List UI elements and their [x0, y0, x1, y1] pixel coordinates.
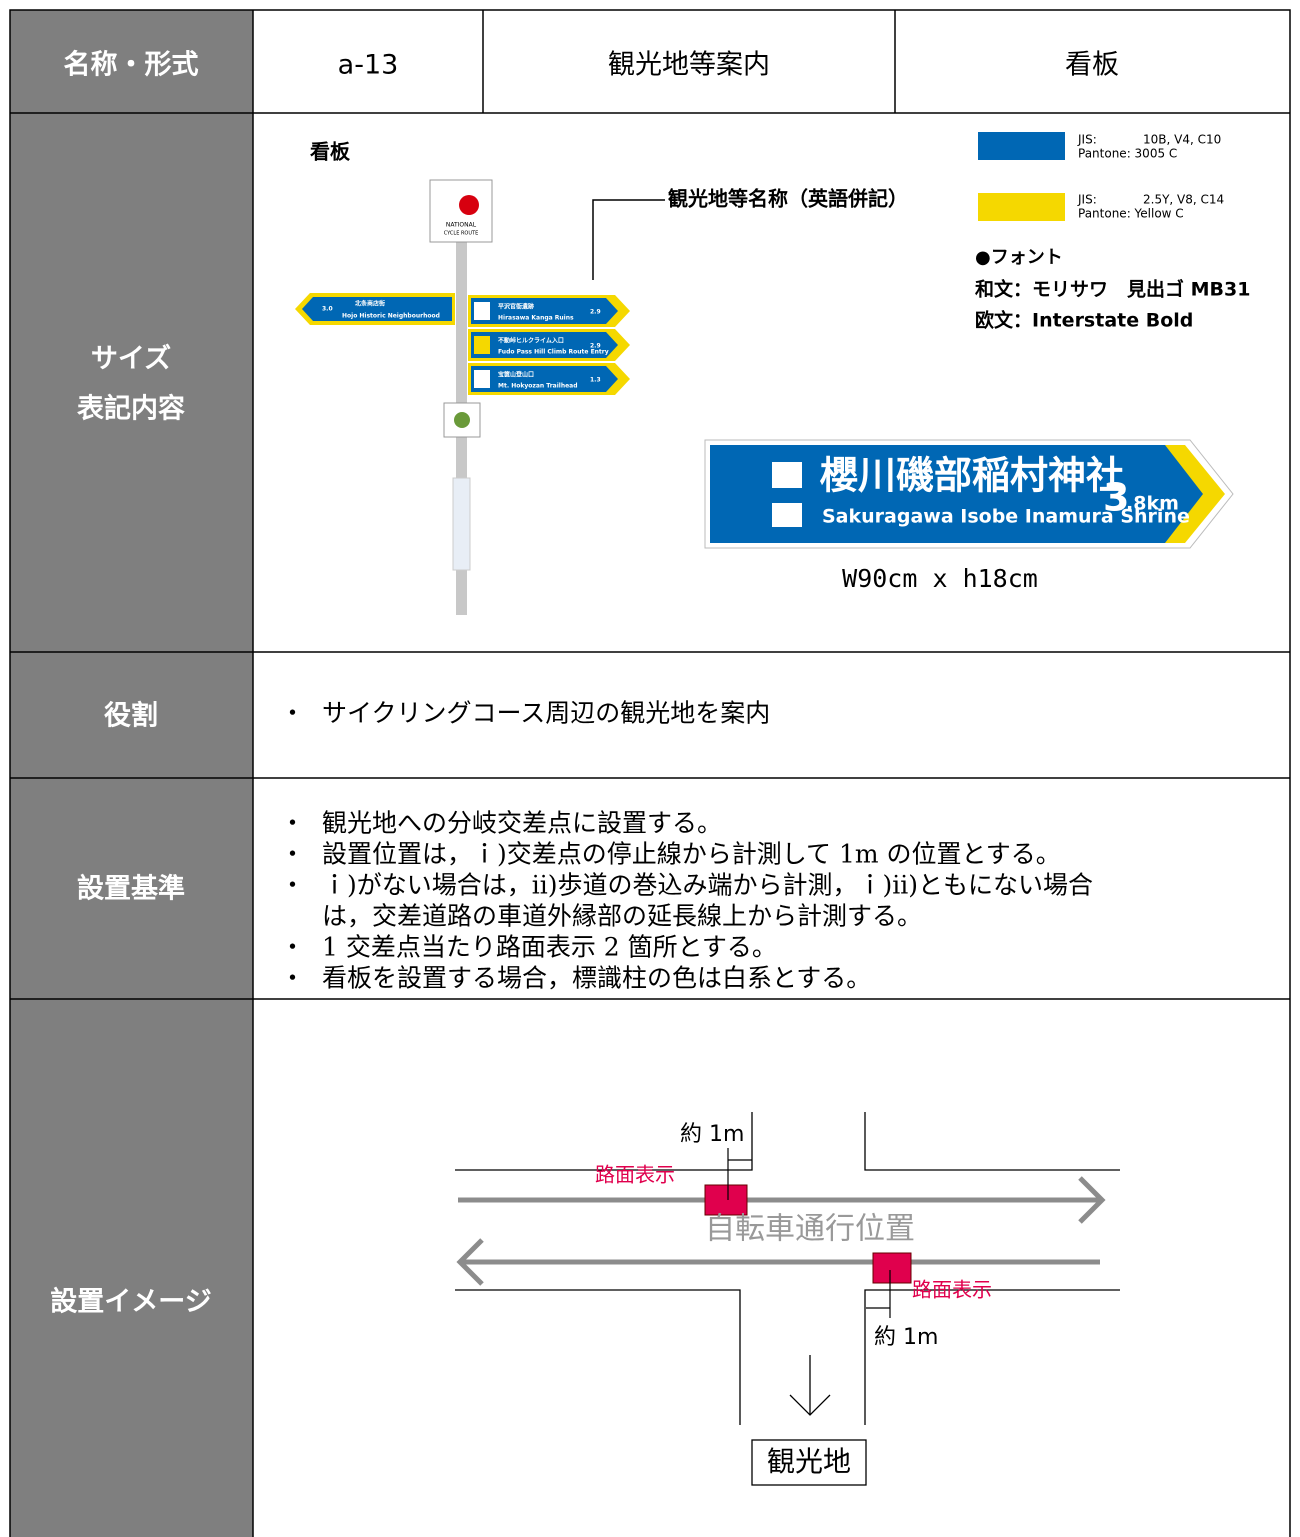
logo-text: NATIONAL [446, 222, 477, 229]
sign-name: 北条商店街 [355, 300, 385, 308]
logo [459, 195, 479, 215]
sign-distance: 2.9 [590, 343, 601, 350]
sign-detail: 櫻川磯部稲村神社 Sakuragawa Isobe Inamura Shrine… [704, 439, 1234, 549]
road-edge [455, 1112, 753, 1171]
pantone: Pantone: 3005 C [1078, 147, 1177, 161]
jis-label: JIS: [1077, 193, 1097, 207]
jis: 2.5Y, V8, C14 [1143, 193, 1224, 207]
label-bg [10, 10, 253, 1537]
category: 観光地等案内 [608, 50, 770, 81]
sign-name-en: Mt. Hokyozan Trailhead [498, 383, 578, 390]
road-marking [704, 1184, 748, 1216]
row-label: 役割 [104, 700, 158, 732]
arrow-head [456, 1238, 484, 1286]
marking-label: 路面表示 [912, 1278, 992, 1302]
jis-label: JIS: [1077, 133, 1097, 147]
marking-label: 路面表示 [595, 1163, 675, 1187]
dimension [727, 1148, 891, 1318]
down-arrow [789, 1355, 831, 1416]
row-label: 表記内容 [77, 393, 185, 425]
destination: 観光地 [767, 1445, 851, 1478]
pantone: Pantone: Yellow C [1078, 207, 1184, 221]
icon [474, 336, 490, 354]
road [455, 1112, 1120, 1425]
sign-distance: 1.3 [590, 377, 601, 384]
icon [474, 302, 490, 320]
sign-distance: .8km [1126, 493, 1179, 515]
sign-distance: 3.0 [322, 306, 333, 313]
road-edge [864, 1112, 1120, 1171]
caption: 看板 [310, 140, 351, 164]
sign-distance: 3 [1103, 476, 1129, 520]
distance: 約 1m [680, 1122, 744, 1147]
pole-illustration: NATIONAL CYCLE ROUTE 3.0 北条商店街 Hojo Hist… [295, 179, 630, 615]
bullet: 看板を設置する場合，標識柱の色は白系とする。 [322, 964, 871, 993]
bullet-mark: ・ [280, 964, 305, 993]
lane-label: 自転車通行位置 [705, 1212, 915, 1247]
arrow-head [1078, 1176, 1106, 1224]
small-sign [471, 298, 618, 324]
row-label: 設置基準 [77, 873, 185, 905]
pole-strip [452, 477, 471, 571]
row-label: 設置イメージ [50, 1286, 211, 1318]
bullet: 観光地への分岐交差点に設置する。 [322, 809, 722, 838]
font-ja: 和文：モリサワ 見出ゴ MB31 [975, 278, 1250, 301]
callout: 観光地等名称（英語併記） [668, 187, 908, 211]
small-sign [471, 332, 618, 358]
code: a-13 [338, 50, 399, 81]
bullet-mark: ・ [280, 871, 305, 900]
dimensions: W90cm x h18cm [842, 564, 1038, 593]
bullet: 設置位置は，ｉ)交差点の停止線から計測して 1m の位置とする。 [322, 840, 1061, 869]
road-edge [864, 1289, 1120, 1425]
swatch [978, 132, 1065, 160]
sign-name: 宝篋山登山口 [498, 371, 534, 379]
icon [772, 462, 802, 488]
row-label: サイズ [91, 343, 171, 375]
road-marking [872, 1252, 912, 1284]
sign-panel [710, 445, 1203, 543]
small-sign [471, 366, 618, 392]
logo-text: CYCLE ROUTE [444, 231, 479, 237]
lanes [456, 1176, 1106, 1286]
grid [9, 9, 1291, 1537]
callout-line [592, 199, 665, 280]
font-en: 欧文：Interstate Bold [975, 309, 1193, 332]
bullet-mark: ・ [280, 809, 305, 838]
bullet: 1 交差点当たり路面表示 2 箇所とする。 [322, 933, 777, 962]
bullet-mark: ・ [280, 933, 305, 962]
jis: 10B, V4, C10 [1143, 133, 1221, 147]
destination-box [751, 1439, 867, 1486]
font-heading: ●フォント [975, 247, 1063, 268]
small-logo [454, 412, 470, 428]
kind: 看板 [1065, 50, 1119, 81]
label-column [10, 10, 253, 1537]
small-sign [302, 297, 452, 321]
sign-distance: 2.9 [590, 309, 601, 316]
sign-name: 不動峠ヒルクライム入口 [498, 337, 564, 345]
bullet: は，交差道路の車道外縁部の延長線上から計測する。 [322, 902, 922, 931]
bullet: サイクリングコース周辺の観光地を案内 [322, 699, 770, 728]
sign-name-en: Sakuragawa Isobe Inamura Shrine [822, 506, 1190, 528]
bullet: ｉ)がない場合は，ⅱ)歩道の巻込み端から計測，ｉ)ⅱ)ともにない場合 [322, 871, 1093, 900]
bullet-mark: ・ [280, 699, 305, 728]
right-signs: 平沢官衙遺跡 Hirasawa Kanga Ruins 2.9 不動峠ヒルクライム入口… [468, 295, 630, 395]
criteria-list: ・観光地への分岐交差点に設置する。・ 設置位置は，ｉ)交差点の停止線から計測して … [280, 809, 1093, 993]
arrow-head [789, 1394, 831, 1416]
sign-name-en: Hirasawa Kanga Ruins [498, 315, 574, 322]
icon [474, 370, 490, 388]
road-edge [455, 1289, 741, 1425]
swatch [978, 193, 1065, 221]
sign-name-en: Hojo Historic Neighbourhood [342, 313, 440, 320]
distance: 約 1m [874, 1325, 938, 1350]
icon [772, 503, 802, 527]
bullet-mark: ・ [280, 840, 305, 869]
sign-name: 平沢官衙遺跡 [498, 303, 534, 311]
sign-name-en: Fudo Pass Hill Climb Route Entry [498, 349, 609, 356]
sign-name: 櫻川磯部稲村神社 [819, 454, 1124, 498]
row-label: 名称・形式 [64, 49, 199, 81]
